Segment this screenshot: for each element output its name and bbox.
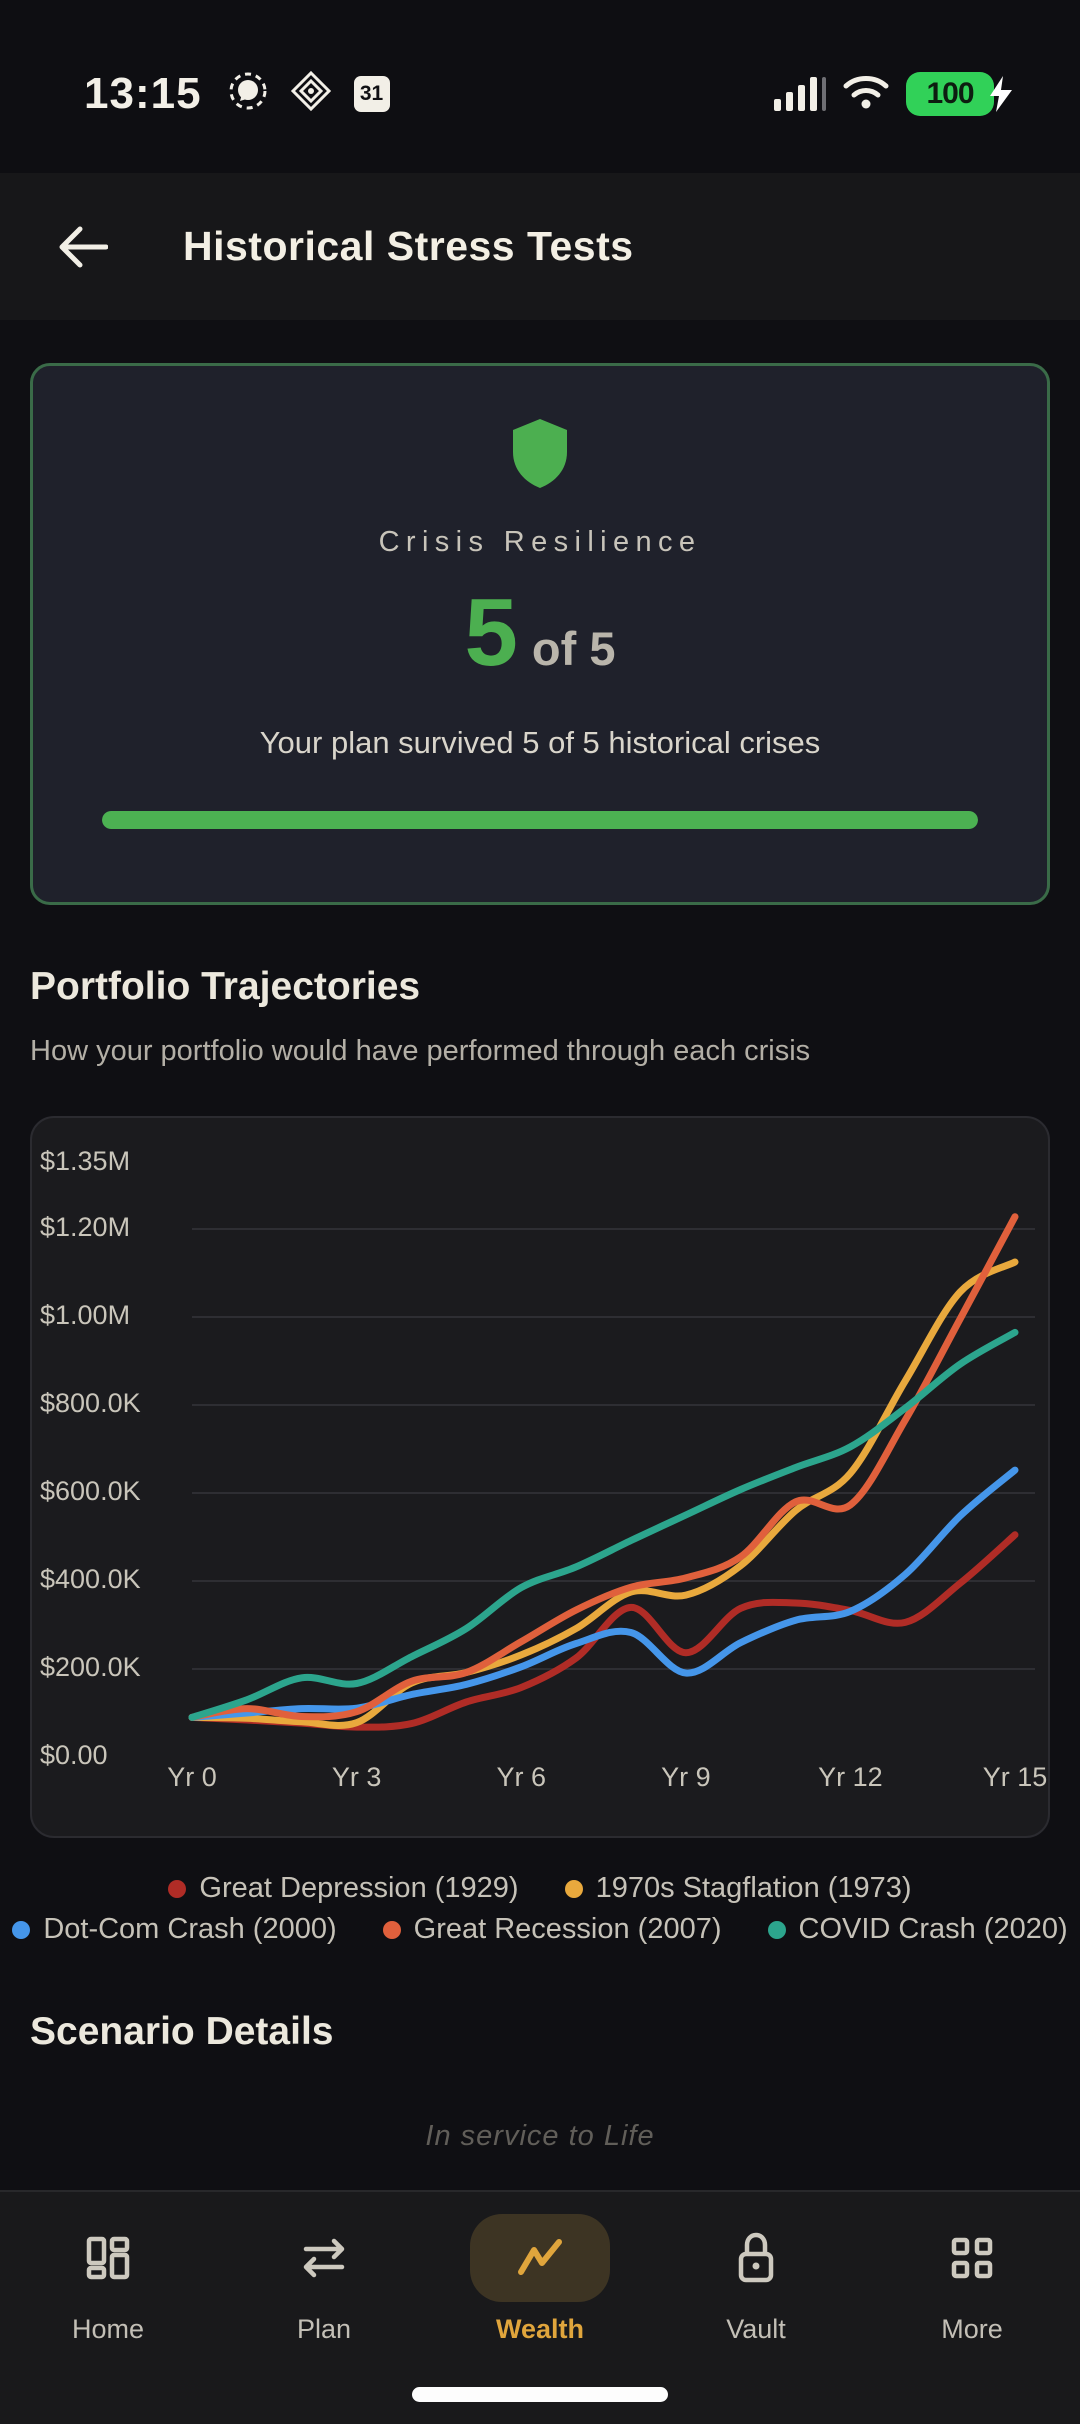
legend-dot-icon — [767, 1920, 786, 1939]
shield-icon — [513, 419, 567, 488]
legend-dot-icon — [564, 1879, 583, 1898]
nav-label: Plan — [296, 2314, 352, 2344]
x-axis-label: Yr 15 — [983, 1762, 1048, 1792]
legend-dot-icon — [12, 1920, 31, 1939]
legend-dot-icon — [382, 1920, 401, 1939]
series-line — [188, 1258, 1019, 1729]
series-line — [188, 1328, 1019, 1721]
y-axis-label: $1.00M — [40, 1300, 130, 1330]
signal-app-icon — [228, 71, 268, 116]
resilience-card-title: Crisis Resilience — [378, 526, 702, 558]
footer-tagline: In service to Life — [425, 2120, 655, 2152]
battery-level-text: 100 — [906, 71, 994, 116]
y-axis-label: $1.35M — [40, 1146, 130, 1176]
system-status-icons: 100 — [774, 71, 1016, 116]
wealth-trend-icon — [470, 2214, 610, 2302]
portfolio-section-subtitle: How your portfolio would have performed … — [30, 1035, 811, 1067]
x-axis-label: Yr 3 — [332, 1762, 382, 1792]
crisis-resilience-card: Crisis Resilience 5 of 5 Your plan survi… — [30, 363, 1050, 905]
bottom-navigation: Home Plan Wealth Vault More — [0, 2190, 1080, 2424]
more-grid-icon — [902, 2214, 1042, 2302]
vault-lock-icon — [686, 2214, 826, 2302]
portfolio-trajectories-chart[interactable]: $1.35M $1.20M $1.00M $800.0K $600.0K $400.0K $… — [30, 1116, 1050, 1838]
clock-text: 13:15 — [84, 68, 202, 118]
legend-label: 1970s Stagflation (1973) — [595, 1872, 912, 1904]
status-bar: 13:15 31 — [0, 0, 1080, 173]
legend-item[interactable]: Great Recession (2007) — [382, 1913, 722, 1946]
resilience-score: 5 of 5 — [465, 585, 616, 681]
nav-label: More — [941, 2314, 1003, 2344]
page-header: Historical Stress Tests — [0, 173, 1080, 320]
home-grid-icon — [38, 2214, 178, 2302]
cellular-signal-icon — [774, 76, 826, 111]
legend-label: Great Recession (2007) — [413, 1913, 722, 1945]
legend-row: Dot-Com Crash (2000) Great Recession (200… — [0, 1913, 1080, 1946]
nav-item-wealth[interactable]: Wealth — [432, 2192, 648, 2424]
arrow-left-icon — [59, 226, 108, 267]
x-axis-label: Yr 12 — [818, 1762, 883, 1792]
y-axis-label: $400.0K — [40, 1564, 141, 1594]
legend-dot-icon — [168, 1879, 187, 1898]
line-chart: $1.35M $1.20M $1.00M $800.0K $600.0K $400.0K $… — [40, 1146, 1048, 1792]
scenario-section-title: Scenario Details — [30, 2010, 334, 2053]
legend-item[interactable]: Dot-Com Crash (2000) — [12, 1913, 337, 1946]
resilience-progress-fill — [102, 811, 978, 829]
series-line — [188, 1466, 1019, 1721]
nav-item-home[interactable]: Home — [0, 2192, 216, 2424]
score-value: 5 — [464, 579, 518, 686]
x-axis-label: Yr 6 — [496, 1762, 546, 1792]
battery-icon: 100 — [906, 71, 1016, 116]
nav-item-more[interactable]: More — [864, 2192, 1080, 2424]
legend-item[interactable]: 1970s Stagflation (1973) — [564, 1872, 912, 1905]
back-button[interactable] — [47, 212, 117, 282]
y-axis-label: $800.0K — [40, 1388, 141, 1418]
legend-item[interactable]: COVID Crash (2020) — [767, 1913, 1068, 1946]
resilience-caption: Your plan survived 5 of 5 historical cri… — [259, 725, 821, 760]
portfolio-section-title: Portfolio Trajectories — [30, 965, 421, 1008]
score-suffix: of 5 — [531, 622, 616, 675]
nav-label: Home — [71, 2314, 145, 2344]
nav-item-plan[interactable]: Plan — [216, 2192, 432, 2424]
y-axis-label: $600.0K — [40, 1476, 141, 1506]
legend-row: Great Depression (1929) 1970s Stagflation… — [0, 1872, 1080, 1905]
legend-label: COVID Crash (2020) — [798, 1913, 1068, 1945]
wifi-icon — [842, 72, 890, 115]
nav-item-vault[interactable]: Vault — [648, 2192, 864, 2424]
resilience-progress-bar — [102, 811, 978, 829]
charging-bolt-icon — [990, 75, 1012, 112]
y-axis-label: $0.00 — [40, 1740, 108, 1770]
diamond-app-icon — [290, 70, 332, 117]
x-axis-label: Yr 9 — [661, 1762, 711, 1792]
calendar-app-icon: 31 — [353, 75, 390, 112]
plan-arrows-icon — [254, 2214, 394, 2302]
notification-icons: 31 — [228, 70, 390, 117]
nav-label: Wealth — [495, 2314, 584, 2344]
y-axis-label: $200.0K — [40, 1652, 141, 1682]
home-indicator[interactable] — [412, 2387, 668, 2402]
nav-label: Vault — [726, 2314, 786, 2344]
y-axis-label: $1.20M — [40, 1212, 130, 1242]
series-line — [188, 1213, 1019, 1721]
legend-label: Great Depression (1929) — [199, 1872, 519, 1904]
legend-label: Dot-Com Crash (2000) — [43, 1913, 337, 1945]
chart-legend: Great Depression (1929) 1970s Stagflation… — [0, 1872, 1080, 1946]
x-axis-label: Yr 0 — [167, 1762, 217, 1792]
calendar-day-text: 31 — [359, 81, 384, 105]
page-title: Historical Stress Tests — [183, 223, 634, 269]
legend-item[interactable]: Great Depression (1929) — [168, 1872, 519, 1905]
